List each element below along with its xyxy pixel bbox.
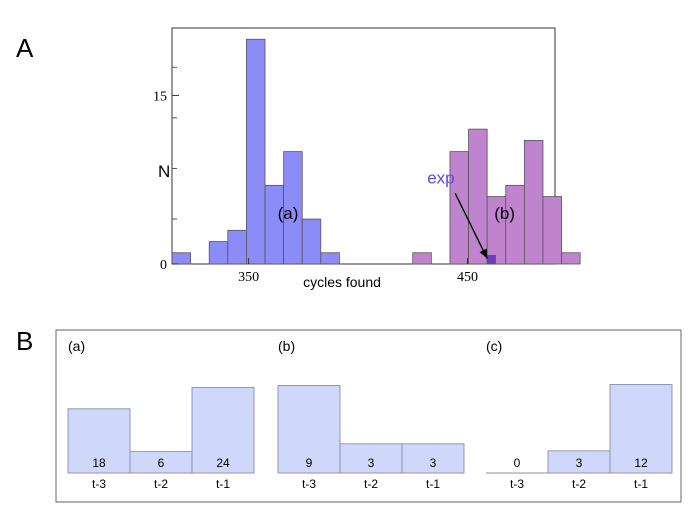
histogram-bar-b-5 [523, 139, 544, 265]
histogram-bar-a-1 [208, 241, 229, 265]
exp-arrow-line [454, 193, 488, 259]
panel-a-label: A [16, 33, 34, 63]
histogram-bar-a-7 [320, 252, 340, 265]
histogram-bar-a-5 [283, 151, 303, 265]
subchart-value-label: 3 [430, 456, 437, 470]
small-multiples-chart: (a) 18 t-3 6 t-2 24 t-1 (b) 9 t-3 3 t-2 3 t-1 (c) 0 t-3 3… [55, 329, 682, 503]
subchart-category-label: t-3 [302, 477, 316, 491]
subchart-category-label: t-2 [572, 477, 586, 491]
histogram-bar-a-6 [301, 218, 322, 265]
histogram-bar-a-3 [246, 38, 266, 265]
plot-frame [171, 27, 556, 265]
subchart-value-label: 12 [634, 456, 648, 470]
histogram-bar-a-0 [171, 252, 192, 265]
subchart-bar [191, 386, 255, 474]
histogram-bar-b-7 [561, 252, 581, 265]
subchart-value-label: 18 [92, 456, 106, 470]
panel-b-frame [55, 329, 682, 503]
histogram-bar-b-6 [542, 196, 562, 265]
x-tick-label: 350 [238, 270, 259, 285]
subchart-label: (b) [278, 338, 295, 354]
subchart-bar [277, 385, 341, 474]
exp-arrow-head [479, 248, 488, 259]
histogram-bar-b-2 [468, 128, 488, 265]
y-tick-label: 0 [160, 258, 167, 273]
histogram-bar-a-4 [264, 184, 285, 265]
exp-marker-bar [487, 255, 496, 264]
subchart-bar [67, 408, 131, 474]
histogram-bar-a-2 [227, 229, 247, 265]
subchart-category-label: t-1 [426, 477, 440, 491]
subchart-category-label: t-2 [364, 477, 378, 491]
x-axis-label: cycles found [303, 274, 381, 290]
panel-b-label: B [16, 326, 34, 356]
exp-annotation: exp [427, 168, 454, 187]
y-axis-label: N [158, 162, 170, 181]
subchart-bar [609, 383, 673, 474]
subchart-label: (c) [486, 338, 502, 354]
histogram-chart: 350 450 0 15 N cycles found (a) (b) exp [153, 27, 581, 290]
subchart-bar [339, 443, 403, 474]
subchart-category-label: t-3 [510, 477, 524, 491]
subchart-value-label: 3 [576, 456, 583, 470]
subchart-value-label: 3 [368, 456, 375, 470]
subchart-bar [401, 443, 465, 474]
subchart-category-label: t-1 [216, 477, 230, 491]
subchart-category-label: t-2 [154, 477, 168, 491]
series-annotation: (a) [278, 204, 299, 223]
subchart-value-label: 9 [306, 456, 313, 470]
x-tick-label: 450 [457, 270, 478, 285]
subchart-label: (a) [68, 338, 85, 354]
subchart-value-label: 24 [216, 456, 230, 470]
subchart-value-label: 0 [514, 456, 521, 470]
series-annotation: (b) [494, 204, 515, 223]
subchart-category-label: t-3 [92, 477, 106, 491]
histogram-bar-b-0 [412, 252, 432, 265]
subchart-value-label: 6 [158, 456, 165, 470]
subchart-category-label: t-1 [634, 477, 648, 491]
y-tick-label: 15 [153, 89, 167, 104]
histogram-bar-b-4 [505, 184, 525, 265]
